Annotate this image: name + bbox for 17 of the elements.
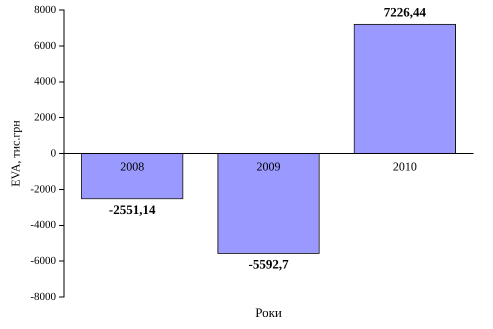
data-label: -5592,7 (248, 256, 290, 272)
x-tick-label: 2009 (256, 160, 281, 174)
y-tick-label: 6000 (34, 40, 57, 52)
y-tick-label: 4000 (34, 76, 57, 88)
data-label: -2551,14 (108, 202, 156, 218)
x-axis-title: Роки (255, 304, 282, 320)
x-tick-label: 2010 (392, 160, 417, 174)
y-tick-label: 2000 (34, 112, 57, 124)
data-label: 7226,44 (384, 4, 426, 20)
y-tick-label: 8000 (34, 4, 57, 16)
y-axis-title: EVA, тис.грн (8, 120, 22, 187)
y-tick-label: -2000 (30, 183, 57, 196)
y-tick-label: 0 (50, 147, 57, 160)
y-tick-label: -4000 (30, 219, 57, 232)
y-tick-label: -6000 (30, 255, 57, 268)
y-tick-label: -8000 (30, 290, 57, 303)
x-tick-label: 2008 (120, 160, 144, 174)
